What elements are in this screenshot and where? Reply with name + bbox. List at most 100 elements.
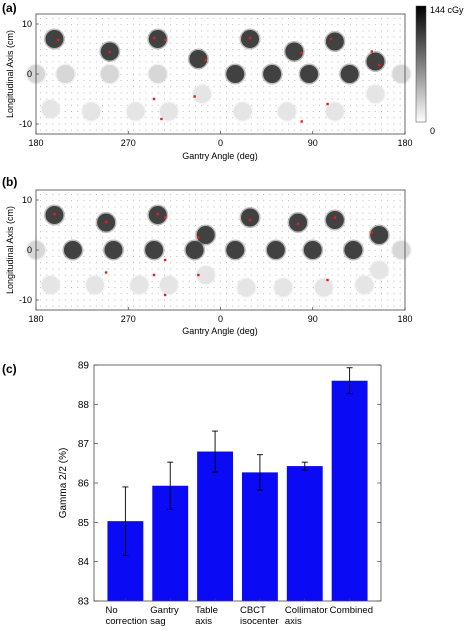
grid-dot bbox=[71, 117, 72, 119]
grid-dot bbox=[176, 92, 178, 94]
grid-dot bbox=[120, 98, 122, 100]
grid-dot bbox=[263, 123, 265, 125]
grid-dot bbox=[201, 256, 203, 257]
grid-dot bbox=[288, 73, 289, 75]
grid-dot bbox=[263, 274, 265, 276]
grid-dot bbox=[108, 262, 110, 264]
grid-dot bbox=[133, 18, 134, 19]
grid-dot bbox=[89, 225, 91, 226]
grid-dot bbox=[393, 129, 395, 131]
grid-dot bbox=[219, 206, 221, 208]
grid-dot bbox=[83, 92, 85, 94]
grid-dot bbox=[374, 104, 376, 106]
dose-spot bbox=[41, 276, 60, 294]
grid-dot bbox=[269, 61, 271, 63]
grid-dot bbox=[387, 36, 389, 38]
grid-dot bbox=[108, 237, 110, 239]
dose-spot bbox=[45, 30, 64, 48]
grid-dot bbox=[89, 98, 91, 100]
grid-dot bbox=[393, 287, 395, 288]
grid-dot bbox=[263, 256, 265, 257]
grid-dot bbox=[139, 73, 141, 75]
grid-dot bbox=[77, 61, 79, 63]
grid-dot bbox=[151, 305, 153, 307]
grid-dot bbox=[281, 274, 283, 276]
grid-dot bbox=[325, 225, 327, 226]
grid-dot bbox=[164, 55, 165, 57]
grid-dot bbox=[219, 237, 221, 239]
grid-dot bbox=[188, 73, 190, 75]
grid-dot bbox=[120, 55, 122, 57]
grid-dot bbox=[133, 200, 134, 202]
grid-dot bbox=[52, 55, 54, 57]
grid-dot bbox=[374, 42, 376, 44]
grid-dot bbox=[393, 36, 395, 38]
grid-dot bbox=[201, 218, 203, 220]
grid-dot bbox=[114, 123, 116, 125]
dose-spot bbox=[325, 211, 344, 229]
grid-dot bbox=[300, 30, 302, 32]
grid-dot bbox=[64, 274, 66, 276]
grid-dot bbox=[257, 249, 258, 251]
grid-dot bbox=[226, 280, 227, 282]
grid-dot bbox=[238, 55, 240, 57]
grid-dot bbox=[201, 200, 203, 202]
grid-dot bbox=[89, 218, 91, 220]
grid-dot bbox=[188, 98, 190, 100]
grid-dot bbox=[257, 104, 258, 106]
grid-dot bbox=[331, 268, 333, 270]
grid-dot bbox=[368, 225, 370, 226]
grid-dot bbox=[170, 55, 172, 57]
grid-dot bbox=[102, 92, 103, 94]
grid-dot bbox=[362, 305, 364, 307]
grid-dot bbox=[40, 200, 41, 202]
grid-dot bbox=[77, 268, 79, 270]
grid-dot bbox=[300, 274, 302, 276]
grid-dot bbox=[337, 274, 339, 276]
grid-dot bbox=[374, 80, 376, 81]
grid-dot bbox=[263, 24, 265, 26]
dose-spot bbox=[130, 276, 149, 294]
grid-dot bbox=[145, 218, 147, 220]
grid-dot bbox=[170, 61, 172, 63]
grid-dot bbox=[71, 299, 72, 301]
grid-dot bbox=[343, 200, 345, 202]
grid-dot bbox=[120, 30, 122, 32]
grid-dot bbox=[269, 92, 271, 94]
grid-dot bbox=[275, 280, 277, 282]
grid-dot bbox=[312, 262, 314, 264]
grid-dot bbox=[244, 256, 246, 257]
grid-dot bbox=[89, 92, 91, 94]
grid-dot bbox=[374, 243, 376, 245]
grid-dot bbox=[226, 55, 227, 57]
grid-dot bbox=[213, 268, 215, 270]
grid-dot bbox=[374, 225, 376, 226]
grid-dot bbox=[145, 42, 147, 44]
grid-dot bbox=[387, 287, 389, 288]
grid-dot bbox=[281, 200, 283, 202]
grid-dot bbox=[263, 218, 265, 220]
grid-dot bbox=[381, 200, 382, 202]
grid-dot bbox=[83, 49, 85, 50]
grid-dot bbox=[164, 129, 165, 131]
grid-dot bbox=[219, 73, 221, 75]
red-marker bbox=[326, 278, 329, 282]
grid-dot bbox=[133, 123, 134, 125]
grid-dot bbox=[300, 42, 302, 44]
grid-dot bbox=[325, 194, 327, 195]
grid-dot bbox=[226, 92, 227, 94]
grid-dot bbox=[139, 67, 141, 69]
grid-dot bbox=[232, 36, 234, 38]
grid-dot bbox=[368, 268, 370, 270]
grid-dot bbox=[275, 18, 277, 19]
grid-dot bbox=[288, 243, 289, 245]
grid-dot bbox=[182, 104, 184, 106]
grid-dot bbox=[126, 212, 128, 214]
grid-dot bbox=[145, 24, 147, 26]
grid-dot bbox=[83, 123, 85, 125]
grid-dot bbox=[133, 42, 134, 44]
y-tick-label: 10 bbox=[22, 19, 32, 29]
grid-dot bbox=[95, 200, 97, 202]
dose-spot bbox=[288, 213, 307, 232]
grid-dot bbox=[368, 299, 370, 301]
